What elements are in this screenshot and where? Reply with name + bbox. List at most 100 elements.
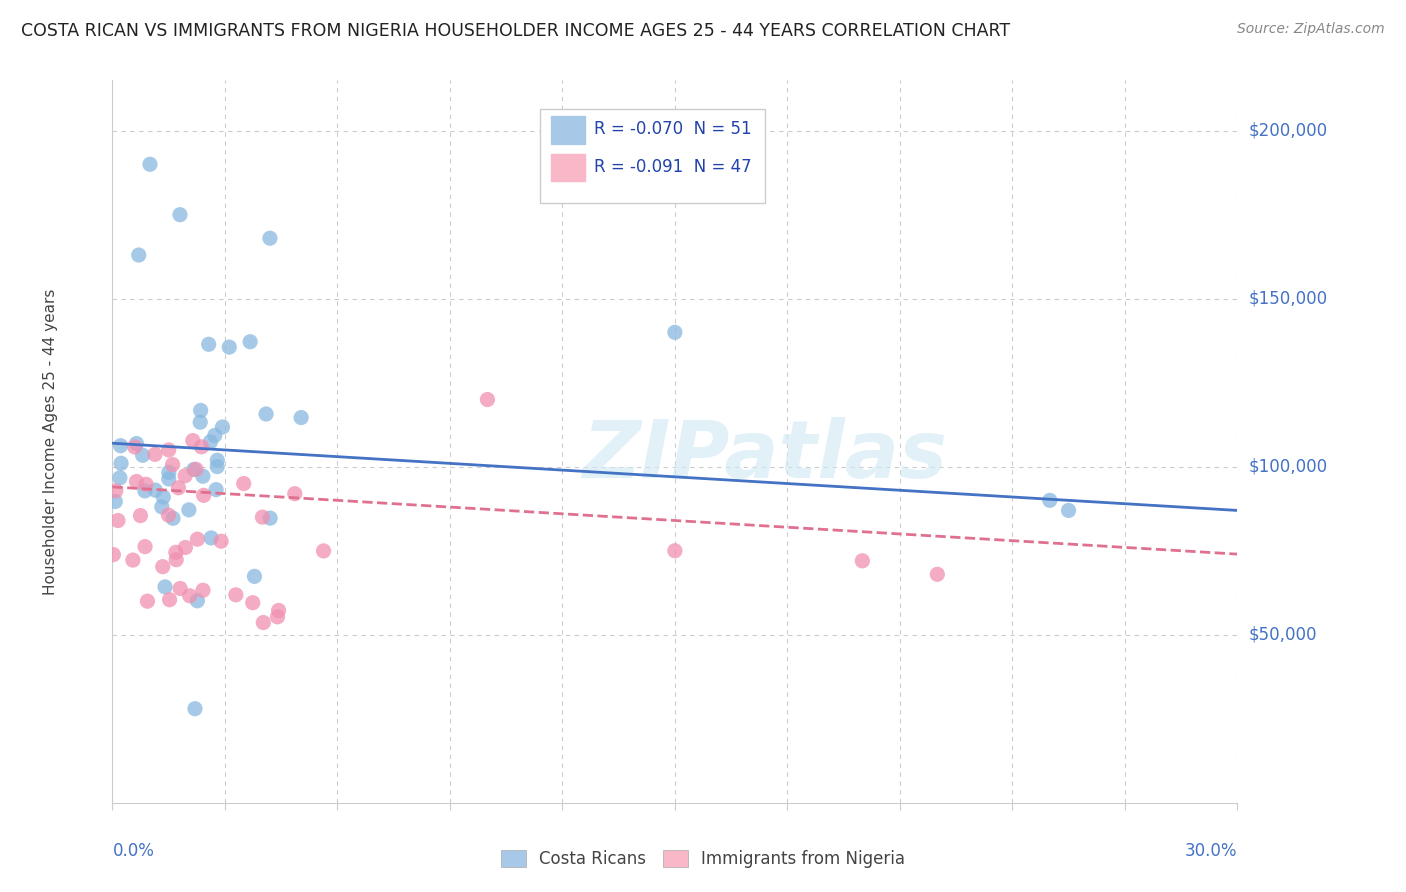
Point	[218, 340, 240, 354]
Point	[243, 569, 266, 583]
Point	[200, 434, 222, 449]
Point	[153, 580, 176, 594]
Text: 30.0%: 30.0%	[1185, 842, 1237, 860]
Text: R = -0.091  N = 47: R = -0.091 N = 47	[593, 158, 752, 176]
Point	[184, 702, 207, 716]
FancyBboxPatch shape	[540, 109, 765, 203]
Legend: Costa Ricans, Immigrants from Nigeria: Costa Ricans, Immigrants from Nigeria	[494, 843, 912, 875]
Point	[232, 476, 254, 491]
Point	[183, 462, 205, 476]
Text: $200,000: $200,000	[1249, 121, 1327, 140]
Point	[664, 326, 686, 340]
Point	[110, 456, 132, 470]
Point	[184, 462, 207, 476]
Point	[165, 545, 187, 559]
Point	[157, 472, 180, 486]
Point	[211, 420, 233, 434]
Point	[225, 588, 247, 602]
Text: COSTA RICAN VS IMMIGRANTS FROM NIGERIA HOUSEHOLDER INCOME AGES 25 - 44 YEARS COR: COSTA RICAN VS IMMIGRANTS FROM NIGERIA H…	[21, 22, 1011, 40]
Point	[157, 442, 180, 457]
Point	[266, 610, 288, 624]
Point	[143, 483, 166, 498]
Text: Householder Income Ages 25 - 44 years: Householder Income Ages 25 - 44 years	[44, 288, 58, 595]
Point	[179, 589, 201, 603]
Text: Source: ZipAtlas.com: Source: ZipAtlas.com	[1237, 22, 1385, 37]
Point	[108, 471, 131, 485]
Point	[131, 448, 153, 462]
Point	[143, 447, 166, 461]
Text: R = -0.070  N = 51: R = -0.070 N = 51	[593, 120, 752, 138]
Point	[252, 510, 274, 524]
Point	[174, 468, 197, 483]
Text: $150,000: $150,000	[1249, 290, 1327, 308]
Point	[259, 511, 281, 525]
Point	[124, 440, 146, 454]
Point	[190, 403, 212, 417]
Point	[165, 552, 187, 566]
Point	[927, 567, 949, 582]
Point	[197, 337, 219, 351]
Point	[186, 594, 208, 608]
Point	[312, 544, 335, 558]
Point	[122, 553, 145, 567]
Point	[209, 534, 232, 549]
Point	[254, 407, 277, 421]
Point	[267, 603, 290, 617]
Text: $100,000: $100,000	[1249, 458, 1327, 475]
Point	[107, 514, 129, 528]
Point	[169, 208, 191, 222]
Point	[664, 543, 686, 558]
Point	[134, 483, 156, 498]
Point	[159, 592, 181, 607]
Point	[128, 248, 150, 262]
Point	[1039, 493, 1062, 508]
Point	[207, 453, 229, 467]
Point	[157, 466, 180, 480]
Point	[242, 596, 264, 610]
Point	[139, 157, 162, 171]
Point	[135, 477, 157, 491]
Point	[239, 334, 262, 349]
Text: ZIPatlas: ZIPatlas	[582, 417, 948, 495]
Point	[152, 490, 174, 504]
Point	[191, 469, 214, 483]
Point	[103, 548, 125, 562]
Point	[252, 615, 274, 630]
Point	[129, 508, 152, 523]
Point	[104, 494, 127, 508]
Point	[186, 532, 208, 546]
Point	[177, 503, 200, 517]
Point	[150, 500, 173, 514]
Point	[174, 541, 197, 555]
Point	[204, 428, 226, 442]
FancyBboxPatch shape	[551, 117, 585, 144]
Point	[284, 486, 307, 500]
Point	[191, 583, 214, 598]
FancyBboxPatch shape	[551, 154, 585, 181]
Point	[157, 508, 180, 523]
Point	[190, 440, 212, 454]
Point	[290, 410, 312, 425]
Point	[200, 531, 222, 545]
Point	[167, 481, 190, 495]
Point	[193, 488, 215, 502]
Point	[205, 483, 228, 497]
Point	[110, 439, 132, 453]
Point	[162, 458, 184, 472]
Point	[125, 436, 148, 450]
Point	[181, 434, 204, 448]
Point	[125, 475, 148, 489]
Point	[136, 594, 159, 608]
Point	[162, 511, 184, 525]
Point	[205, 459, 228, 474]
Point	[851, 554, 873, 568]
Point	[259, 231, 281, 245]
Point	[104, 483, 127, 498]
Point	[188, 415, 211, 429]
Point	[1057, 503, 1080, 517]
Text: 0.0%: 0.0%	[112, 842, 155, 860]
Point	[169, 582, 191, 596]
Point	[477, 392, 499, 407]
Text: $50,000: $50,000	[1249, 626, 1317, 644]
Point	[152, 559, 174, 574]
